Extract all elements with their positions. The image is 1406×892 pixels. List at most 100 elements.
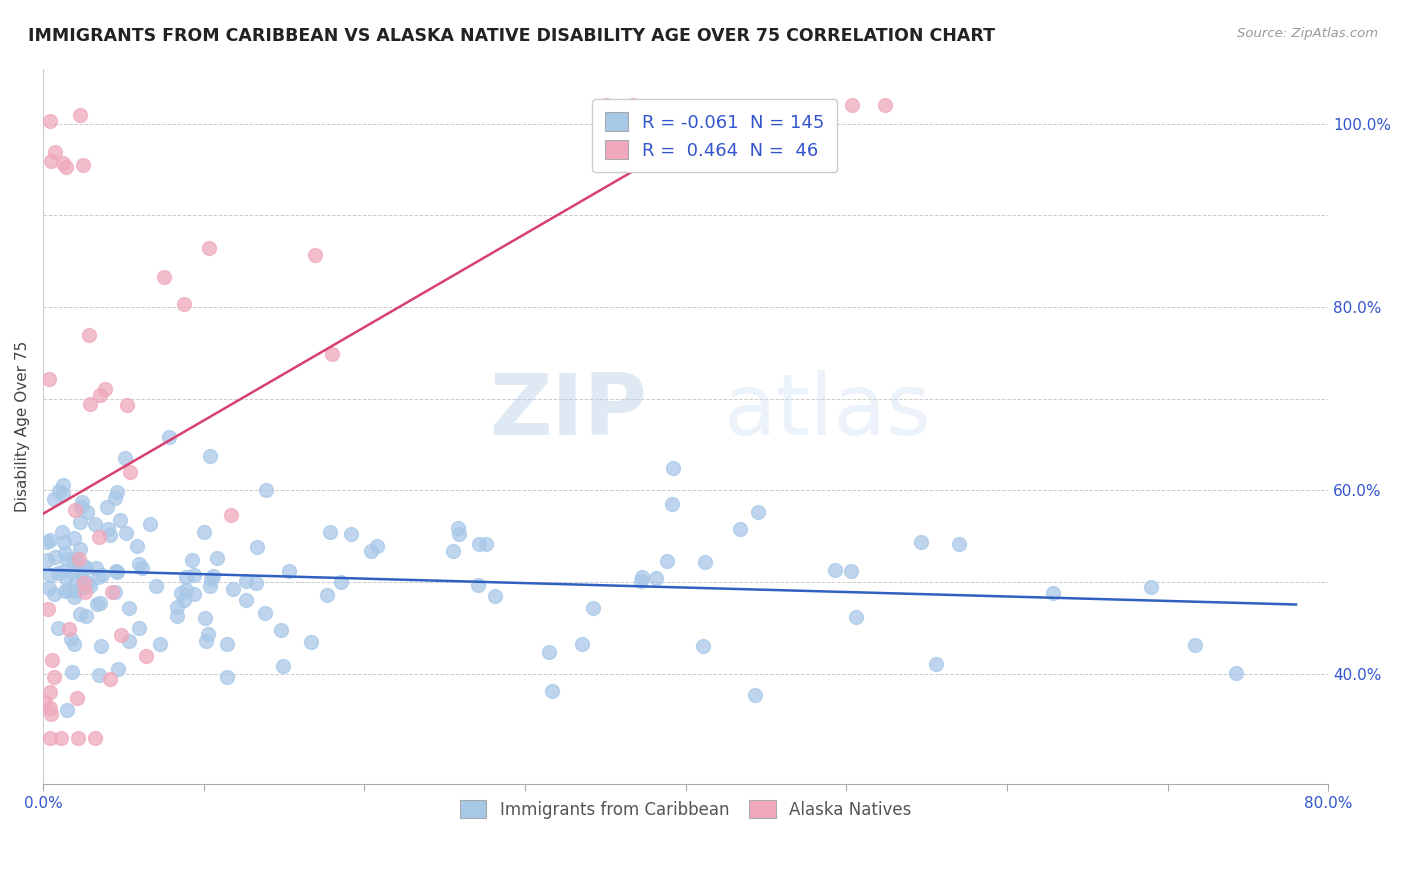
Point [316,588,339,602]
Point [44,145,66,159]
Point [692,640,714,654]
Point [73,584,96,599]
Point [87,570,110,584]
Point [446,521,468,535]
Point [63,553,86,567]
Point [125,539,148,553]
Point [441,544,464,558]
Point [841,98,863,112]
Point [744,688,766,702]
Point [73,575,96,590]
Point [330,574,353,589]
Point [52,534,75,549]
Y-axis label: Disability Age Over 75: Disability Age Over 75 [15,341,30,512]
Point [661,497,683,511]
Point [824,563,846,577]
Point [65,551,87,566]
Point [60,665,83,679]
Point [67,552,90,566]
Point [96,500,118,515]
Point [105,485,128,500]
Point [55,160,77,174]
Point [35,534,58,549]
Point [108,513,131,527]
Point [89,668,111,682]
Point [925,657,948,671]
Point [215,637,238,651]
Point [198,579,221,593]
Point [104,584,127,599]
Point [75,609,97,624]
Point [72,573,94,587]
Point [53,564,76,578]
Point [63,575,86,590]
Point [77,327,100,342]
Point [105,565,128,579]
Text: ZIP: ZIP [489,370,647,453]
Point [166,599,188,614]
Point [72,495,94,509]
Point [115,526,138,541]
Point [170,586,193,600]
Point [447,527,470,541]
Point [207,550,229,565]
Point [97,522,120,536]
Point [98,527,121,541]
Point [58,622,80,636]
Point [53,546,76,560]
Point [114,450,136,465]
Point [1042,585,1064,599]
Point [183,587,205,601]
Point [63,532,86,546]
Point [69,563,91,577]
Point [93,383,115,397]
Point [69,515,91,529]
Point [271,658,294,673]
Point [38,685,60,699]
Point [319,525,342,540]
Point [39,533,62,547]
Point [645,571,668,585]
Point [83,731,105,745]
Point [35,553,58,567]
Point [174,582,197,597]
Point [69,541,91,556]
Point [70,500,93,515]
Point [86,597,108,611]
Point [695,555,717,569]
Point [39,154,62,169]
Point [128,621,150,635]
Point [360,544,382,558]
Point [49,731,72,745]
Point [340,526,363,541]
Point [631,569,654,583]
Point [219,508,242,522]
Point [39,568,62,582]
Point [41,653,63,667]
Point [197,241,219,255]
Point [39,706,62,721]
Point [200,572,222,586]
Point [48,484,70,499]
Point [217,670,239,684]
Point [245,576,267,591]
Point [193,524,215,539]
Point [37,601,59,615]
Point [104,565,127,579]
Point [89,388,111,402]
Point [120,465,142,479]
Point [46,566,69,580]
Point [131,561,153,575]
Point [107,662,129,676]
Point [69,607,91,621]
Point [118,601,141,615]
Point [63,637,86,651]
Point [254,607,277,621]
Point [53,584,76,599]
Point [873,98,896,112]
Point [657,554,679,568]
Point [475,537,498,551]
Point [87,530,110,544]
Point [56,703,79,717]
Point [222,582,245,596]
